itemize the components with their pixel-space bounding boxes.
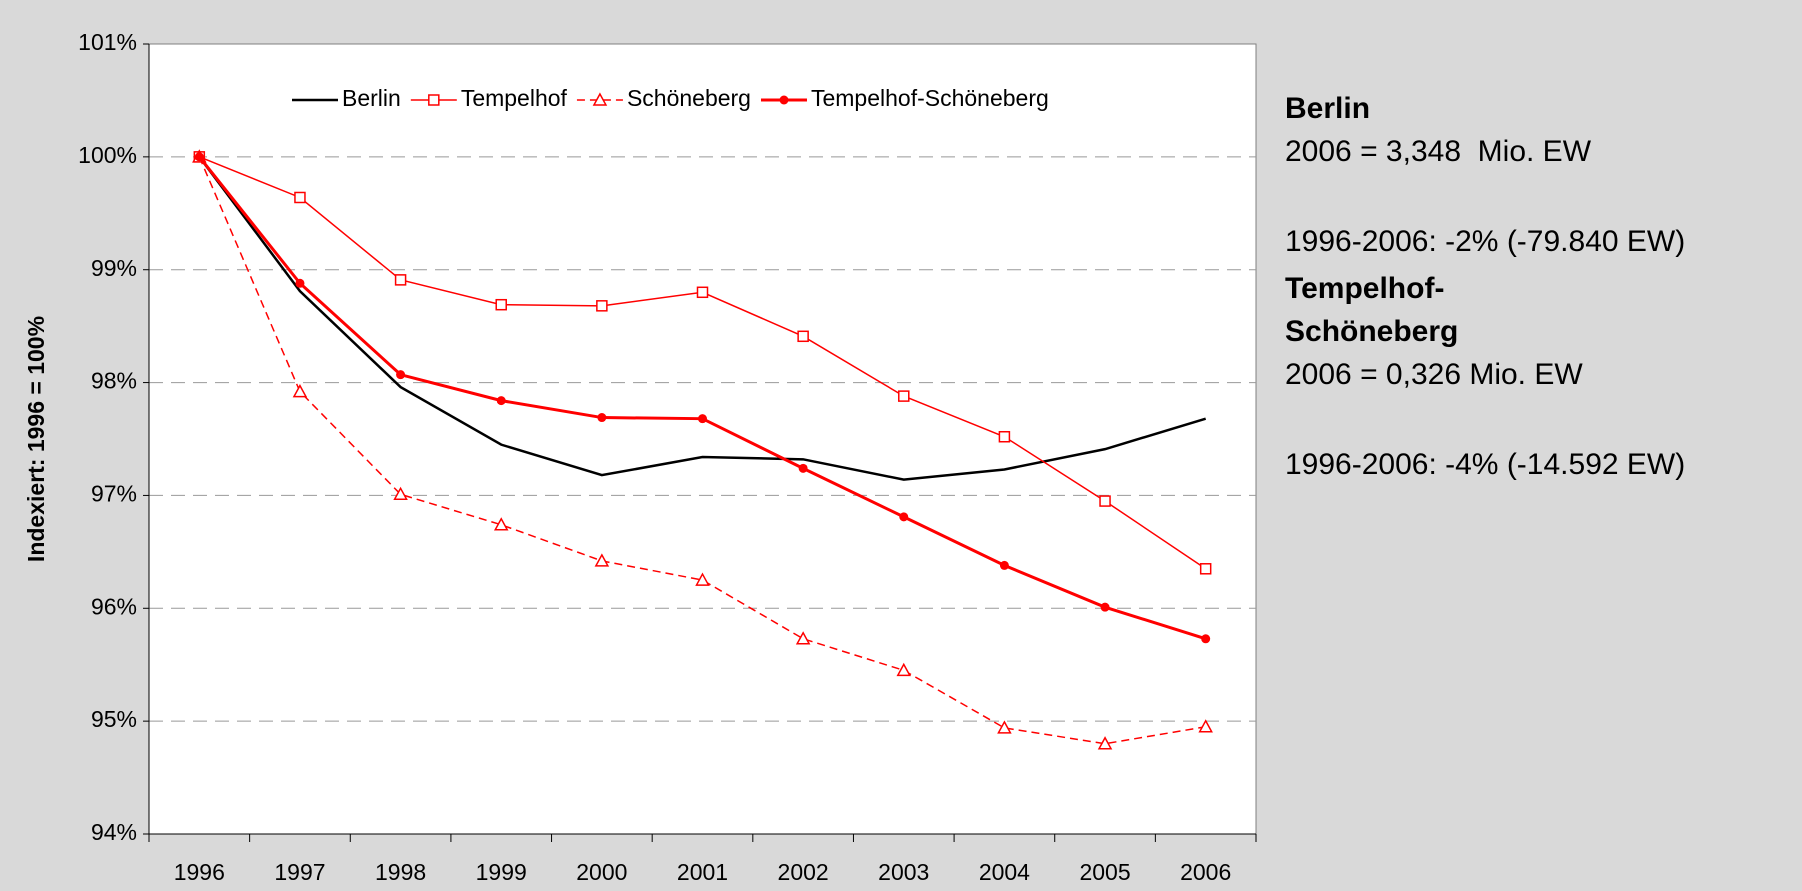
- x-tick-label: 2006: [1180, 859, 1231, 885]
- annotation-text: 2006 = 0,326 Mio. EW: [1285, 358, 1583, 391]
- annotation-text: 1996-2006: -4% (-14.592 EW): [1285, 448, 1685, 481]
- annotation-text: 1996-2006: -2% (-79.840 EW): [1285, 225, 1685, 258]
- annotation-title: Schöneberg: [1285, 315, 1458, 348]
- marker: [898, 390, 910, 402]
- marker: [795, 631, 811, 645]
- annotation-text: 2006 = 3,348 Mio. EW: [1285, 135, 1592, 168]
- plot-area: [148, 43, 1257, 835]
- legend-label: Schöneberg: [627, 85, 751, 111]
- marker: [292, 384, 308, 398]
- marker: [798, 463, 808, 473]
- x-tick-label: 1998: [375, 859, 426, 885]
- legend-label: Tempelhof-Schöneberg: [811, 85, 1049, 111]
- marker: [393, 486, 408, 501]
- y-axis-label: Indexiert: 1996 = 100%: [23, 316, 49, 562]
- marker: [698, 414, 707, 424]
- x-tick-label: 2001: [677, 859, 728, 885]
- marker: [592, 92, 608, 106]
- marker: [294, 191, 306, 204]
- x-tick-label: 1999: [476, 859, 527, 885]
- marker: [596, 300, 608, 312]
- marker: [594, 553, 610, 567]
- y-tick-label: 99%: [91, 255, 137, 281]
- x-tick-label: 2003: [878, 859, 929, 885]
- marker: [896, 662, 912, 677]
- marker: [1100, 602, 1110, 612]
- y-tick-label: 100%: [78, 142, 137, 168]
- marker: [428, 94, 440, 106]
- marker: [194, 152, 204, 162]
- marker: [797, 330, 809, 343]
- x-tick-label: 1997: [274, 859, 325, 885]
- marker: [1099, 495, 1111, 507]
- y-tick-label: 96%: [91, 593, 137, 619]
- series-line: [198, 156, 1207, 481]
- marker: [495, 298, 507, 311]
- x-tick-label: 2002: [778, 859, 829, 885]
- marker: [496, 396, 506, 406]
- x-tick-label: 1996: [174, 859, 225, 885]
- series-line: [198, 156, 1206, 745]
- x-tick-label: 2005: [1079, 859, 1130, 885]
- legend-label: Berlin: [342, 85, 401, 111]
- marker: [493, 517, 509, 531]
- annotation-title: Tempelhof-: [1285, 272, 1444, 305]
- x-tick-label: 2004: [979, 859, 1030, 885]
- y-tick-label: 94%: [91, 819, 137, 845]
- marker: [597, 413, 607, 423]
- marker: [899, 512, 909, 522]
- marker: [696, 286, 709, 299]
- y-tick-label: 101%: [78, 29, 137, 55]
- marker: [295, 278, 305, 288]
- marker: [999, 560, 1009, 570]
- marker: [997, 720, 1012, 734]
- marker: [396, 370, 406, 380]
- marker: [1199, 563, 1212, 575]
- legend-label: Tempelhof: [461, 85, 568, 111]
- marker: [1201, 634, 1211, 644]
- marker: [998, 430, 1011, 443]
- y-tick-label: 98%: [91, 368, 137, 394]
- marker: [1198, 719, 1213, 733]
- y-tick-label: 97%: [91, 481, 137, 507]
- annotation-title: Berlin: [1285, 92, 1370, 125]
- marker: [779, 95, 789, 105]
- marker: [1097, 736, 1113, 750]
- marker: [695, 572, 710, 586]
- marker: [394, 274, 407, 286]
- y-tick-label: 95%: [91, 706, 137, 732]
- x-tick-label: 2000: [576, 859, 627, 885]
